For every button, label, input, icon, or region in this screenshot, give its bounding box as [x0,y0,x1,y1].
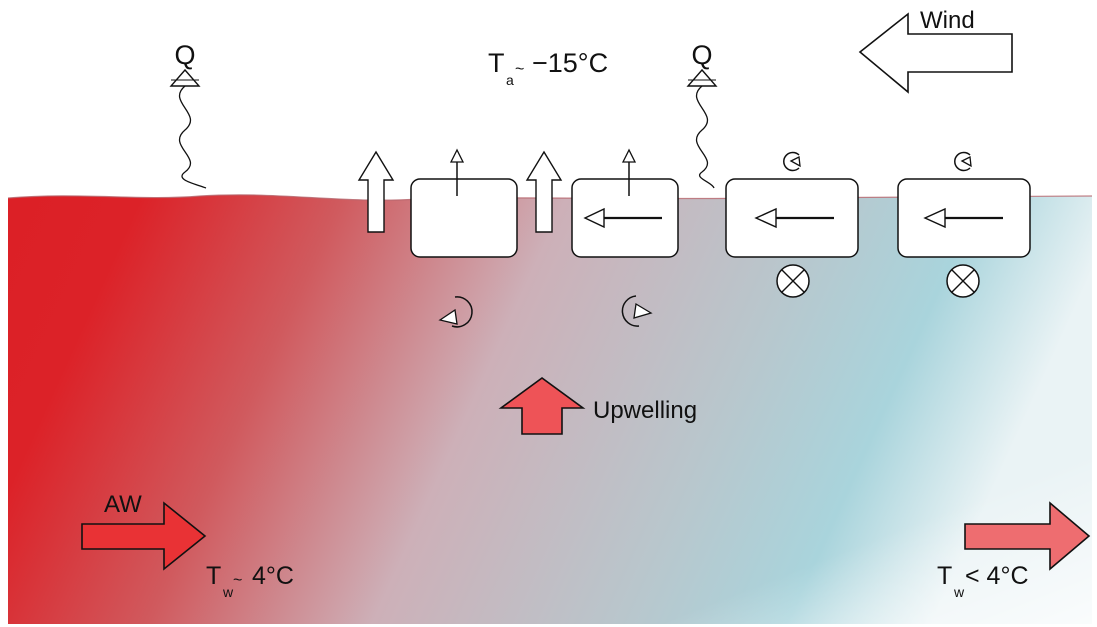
outflow-arrow [964,501,1091,571]
water-temp-right-subscript: w [953,584,965,600]
wavy-arrow-up-icon [686,68,718,189]
q-right-label: Q [691,40,712,70]
water-temp-right-symbol: T [937,562,952,590]
vertical-flow-arrow-2 [525,150,563,233]
air-temperature-label: T a ~ −15°C [488,48,608,88]
q-left-label: Q [174,40,195,70]
upwelling-arrow: Upwelling [498,377,697,435]
water-temp-left-subscript: w [222,584,234,600]
heat-flux-right: Q [686,40,718,189]
into-page-symbol-2 [946,264,980,298]
water-temp-right-value: < 4°C [965,562,1029,590]
rotation-below-box-2 [621,295,653,327]
into-page-symbol-1 [776,264,810,298]
water-temp-left-symbol: T [206,562,221,590]
heat-flux-left: Q [169,40,207,189]
cell-box-4 [897,178,1031,258]
curl-arrow-icon [954,151,972,172]
upwelling-label: Upwelling [593,397,697,424]
circled-x-icon [776,264,810,298]
curl-arrow-icon [438,296,473,328]
wavy-arrow-up-icon [169,68,207,189]
cell-box-1 [410,148,518,258]
cell-box-2 [571,148,679,258]
water-temp-left-value: 4°C [252,562,294,590]
wind-label: Wind [920,7,975,34]
circled-x-icon [946,264,980,298]
wind-arrow: Wind [858,7,1013,94]
rotation-above-box-4 [954,151,972,172]
rounded-box-icon [410,178,518,258]
curl-arrow-icon [621,295,653,327]
atlantic-water-inflow-arrow: AW [81,491,207,571]
rotation-above-box-3 [783,151,801,172]
cell-box-3 [725,178,859,258]
water-temp-left-approx: ~ [233,572,242,589]
aw-label: AW [104,491,142,518]
air-temp-approx: ~ [515,61,524,78]
curl-arrow-icon [783,151,801,172]
hollow-arrow-up-icon [525,150,563,233]
air-temp-value: −15°C [532,48,608,78]
air-temp-symbol: T [488,48,505,78]
air-temp-subscript: a [506,72,514,88]
rotation-below-box-1 [438,296,473,328]
water-temperature-right-label: T w < 4°C [937,562,1029,600]
water-temperature-left-label: T w ~ 4°C [206,562,294,600]
hollow-arrow-up-icon [357,150,395,233]
vertical-flow-arrow-1 [357,150,395,233]
